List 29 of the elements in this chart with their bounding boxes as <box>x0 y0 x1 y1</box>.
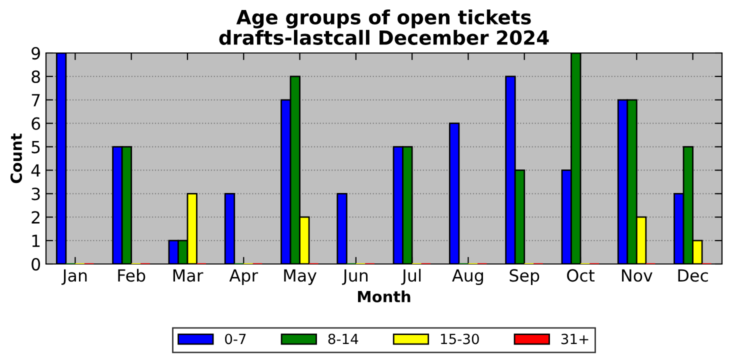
y-tick-label: 5 <box>32 140 40 154</box>
legend-label: 31+ <box>561 334 588 344</box>
chart-title: Age groups of open tickets drafts-lastcall December 2024 <box>219 9 549 45</box>
legend-label: 8-14 <box>328 334 358 344</box>
x-axis-title: Month <box>358 290 410 302</box>
x-tick-label: Dec <box>678 269 708 282</box>
y-axis-title: Count <box>10 133 22 184</box>
y-tick-label: 8 <box>32 70 40 84</box>
x-tick-label: Jul <box>401 268 421 285</box>
x-tick-label: Nov <box>622 269 652 282</box>
y-tick-label: 4 <box>31 164 40 177</box>
y-tick-label: 0 <box>32 258 40 271</box>
x-tick-label: Aug <box>452 269 483 285</box>
y-tick-label: 7 <box>32 94 40 106</box>
x-tick-label: Jun <box>342 269 368 285</box>
y-tick-label: 3 <box>32 188 40 200</box>
y-tick-label: 1 <box>32 234 40 247</box>
x-tick-label: Mar <box>173 269 204 282</box>
x-tick-label: Apr <box>229 269 258 285</box>
y-tick-label: 2 <box>32 211 40 224</box>
x-tick-label: Oct <box>567 269 595 282</box>
legend-label: 0-7 <box>225 334 246 344</box>
x-tick-label: Sep <box>510 269 540 285</box>
x-tick-label: Feb <box>118 268 146 282</box>
legend-label: 15-30 <box>440 334 479 344</box>
x-tick-label: Jan <box>61 269 87 285</box>
y-tick-label: 6 <box>32 117 40 130</box>
y-tick-label: 9 <box>32 46 40 60</box>
x-tick-label: May <box>284 269 317 285</box>
